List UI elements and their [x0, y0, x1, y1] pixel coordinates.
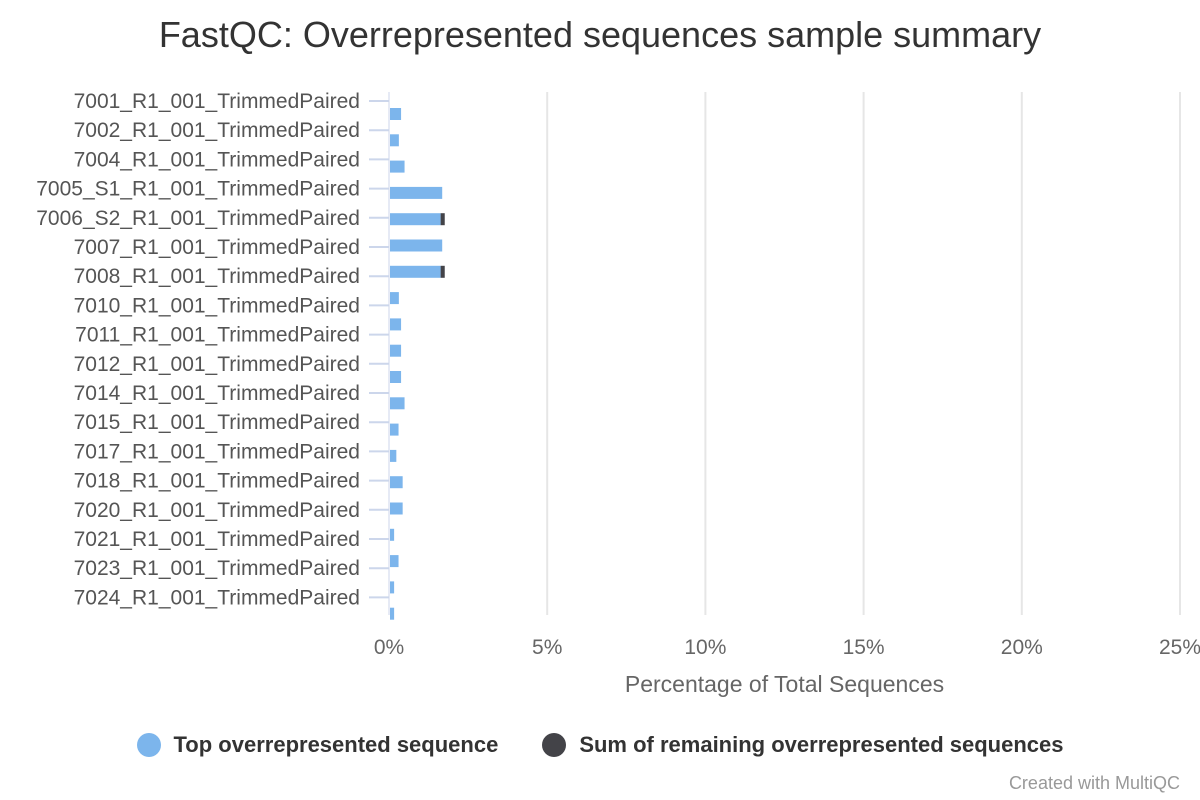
bar-top-overrepresented: [390, 607, 395, 620]
y-tick-label: 7021_R1_001_TrimmedPaired: [74, 528, 360, 551]
y-tick-label: 7023_R1_001_TrimmedPaired: [74, 557, 360, 580]
y-tick-label: 7014_R1_001_TrimmedPaired: [74, 382, 360, 405]
bar-top-overrepresented: [390, 239, 443, 252]
bar-top-overrepresented: [390, 581, 395, 594]
bar-top-overrepresented: [390, 423, 399, 436]
y-tick-label: 7012_R1_001_TrimmedPaired: [74, 353, 360, 376]
legend-swatch-remaining: [542, 733, 567, 757]
legend-label-top: Top overrepresented sequence: [173, 732, 499, 757]
bar-remaining-overrepresented: [440, 213, 445, 226]
bar-top-overrepresented: [390, 265, 441, 278]
bar-top-overrepresented: [390, 344, 402, 357]
y-tick-label: 7001_R1_001_TrimmedPaired: [74, 90, 360, 113]
legend-item-top[interactable]: Top overrepresented sequence: [136, 732, 499, 758]
bar-top-overrepresented: [390, 528, 395, 541]
bar-top-overrepresented: [390, 449, 397, 462]
chart-title: FastQC: Overrepresented sequences sample…: [158, 14, 1042, 55]
x-tick-label: 20%: [1001, 636, 1043, 659]
bar-top-overrepresented: [390, 186, 443, 199]
bar-top-overrepresented: [390, 476, 403, 489]
x-tick-label: 25%: [1159, 636, 1200, 659]
bar-top-overrepresented: [390, 502, 403, 515]
legend-label-remaining: Sum of remaining overrepresented sequenc…: [579, 732, 1064, 757]
y-tick-label: 7018_R1_001_TrimmedPaired: [74, 470, 360, 493]
bar-top-overrepresented: [390, 397, 405, 410]
bar-top-overrepresented: [390, 318, 402, 331]
bar-top-overrepresented: [390, 213, 441, 226]
bar-top-overrepresented: [390, 160, 405, 173]
y-tick-label: 7004_R1_001_TrimmedPaired: [74, 148, 360, 171]
bar-remaining-overrepresented: [440, 265, 445, 278]
y-tick-label: 7005_S1_R1_001_TrimmedPaired: [36, 178, 360, 201]
y-tick-label: 7006_S2_R1_001_TrimmedPaired: [36, 207, 360, 230]
bar-top-overrepresented: [390, 292, 399, 305]
y-tick-label: 7002_R1_001_TrimmedPaired: [74, 119, 360, 142]
x-tick-label: 10%: [684, 636, 726, 659]
legend-swatch-top: [136, 733, 161, 757]
bar-top-overrepresented: [390, 371, 402, 383]
y-tick-label: 7011_R1_001_TrimmedPaired: [75, 324, 360, 347]
y-tick-label: 7007_R1_001_TrimmedPaired: [74, 236, 360, 259]
y-tick-label: 7017_R1_001_TrimmedPaired: [74, 440, 360, 463]
bar-top-overrepresented: [390, 134, 399, 147]
y-tick-label: 7024_R1_001_TrimmedPaired: [74, 586, 360, 609]
x-tick-label: 15%: [843, 636, 885, 659]
legend-item-remaining[interactable]: Sum of remaining overrepresented sequenc…: [542, 732, 1063, 758]
x-axis-title: Percentage of Total Sequences: [625, 671, 944, 697]
chart-legend: Top overrepresented sequence Sum of rema…: [0, 732, 1200, 758]
y-tick-label: 7008_R1_001_TrimmedPaired: [74, 265, 360, 288]
bar-top-overrepresented: [390, 108, 402, 120]
x-tick-label: 0%: [374, 636, 404, 659]
y-tick-label: 7015_R1_001_TrimmedPaired: [74, 411, 360, 434]
x-tick-label: 5%: [532, 636, 562, 659]
y-tick-label: 7020_R1_001_TrimmedPaired: [74, 499, 360, 522]
credit-text: Created with MultiQC: [1008, 773, 1180, 793]
y-tick-label: 7010_R1_001_TrimmedPaired: [74, 294, 360, 317]
bar-top-overrepresented: [390, 555, 399, 568]
